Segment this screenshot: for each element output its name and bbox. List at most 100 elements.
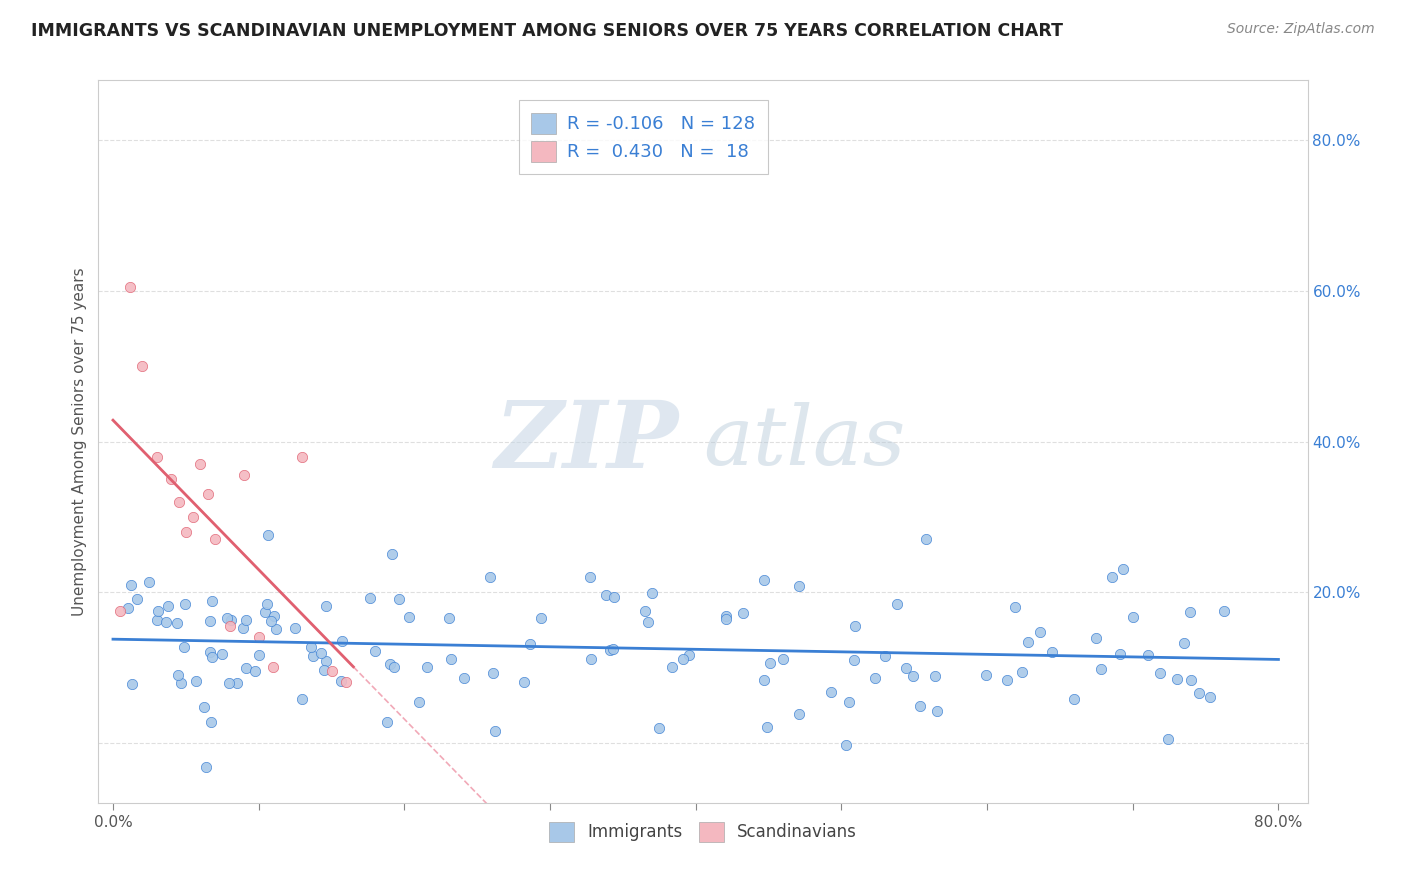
Point [166, 615, 188, 630]
Point [167, 494, 190, 508]
Point [167, 668, 190, 682]
Point [110, 604, 132, 618]
Point [408, 694, 430, 708]
Point [299, 640, 322, 654]
Point [787, 579, 810, 593]
Point [1173, 636, 1195, 650]
Point [716, 608, 738, 623]
Point [314, 663, 336, 677]
Point [225, 676, 247, 690]
Point [291, 450, 314, 464]
Point [1137, 648, 1160, 662]
Point [1111, 562, 1133, 576]
Point [315, 599, 337, 614]
Point [330, 673, 353, 688]
Point [174, 597, 197, 611]
Point [138, 574, 160, 589]
Legend: Immigrants, Scandinavians: Immigrants, Scandinavians [543, 815, 863, 848]
Point [218, 675, 240, 690]
Point [200, 615, 222, 629]
Point [378, 657, 401, 672]
Point [835, 739, 858, 753]
Point [218, 619, 240, 633]
Text: IMMIGRANTS VS SCANDINAVIAN UNEMPLOYMENT AMONG SENIORS OVER 75 YEARS CORRELATION : IMMIGRANTS VS SCANDINAVIAN UNEMPLOYMENT … [31, 22, 1063, 40]
Point [908, 699, 931, 714]
Point [232, 621, 254, 635]
Point [181, 509, 204, 524]
Point [901, 669, 924, 683]
Point [359, 591, 381, 605]
Point [201, 649, 224, 664]
Point [1042, 645, 1064, 659]
Point [145, 450, 167, 464]
Point [235, 660, 257, 674]
Point [381, 548, 404, 562]
Point [915, 533, 938, 547]
Point [247, 630, 270, 644]
Point [131, 359, 153, 374]
Point [146, 614, 169, 628]
Point [678, 648, 700, 663]
Point [1028, 624, 1050, 639]
Point [1149, 666, 1171, 681]
Point [484, 723, 506, 738]
Point [382, 659, 405, 673]
Point [1109, 647, 1132, 661]
Point [233, 468, 256, 483]
Point [478, 569, 501, 583]
Point [602, 642, 624, 657]
Point [170, 676, 193, 690]
Point [311, 646, 333, 660]
Point [453, 671, 475, 685]
Point [195, 759, 218, 773]
Point [284, 621, 307, 635]
Point [759, 657, 782, 671]
Point [844, 653, 866, 667]
Point [1063, 692, 1085, 706]
Point [257, 528, 280, 542]
Point [364, 644, 387, 658]
Text: Source: ZipAtlas.com: Source: ZipAtlas.com [1227, 22, 1375, 37]
Point [714, 612, 737, 626]
Point [315, 654, 337, 668]
Point [290, 691, 312, 706]
Point [1011, 665, 1033, 680]
Point [215, 611, 238, 625]
Point [204, 533, 226, 547]
Point [482, 666, 505, 681]
Point [787, 706, 810, 721]
Point [752, 573, 775, 587]
Point [117, 601, 139, 615]
Point [894, 661, 917, 675]
Point [755, 719, 778, 733]
Point [146, 604, 169, 618]
Point [637, 615, 659, 630]
Point [1166, 673, 1188, 687]
Point [321, 664, 343, 678]
Point [579, 570, 602, 584]
Point [1004, 600, 1026, 615]
Point [335, 675, 357, 690]
Point [1188, 686, 1211, 700]
Point [120, 280, 142, 294]
Point [243, 665, 266, 679]
Point [302, 648, 325, 663]
Point [1084, 631, 1107, 645]
Point [974, 667, 997, 681]
Point [259, 614, 281, 628]
Point [156, 599, 179, 614]
Point [127, 592, 149, 607]
Point [201, 594, 224, 608]
Point [155, 615, 177, 630]
Point [595, 588, 617, 602]
Point [247, 648, 270, 663]
Y-axis label: Unemployment Among Seniors over 75 years: Unemployment Among Seniors over 75 years [72, 268, 87, 615]
Point [886, 597, 908, 611]
Point [1017, 635, 1039, 649]
Point [641, 585, 664, 599]
Point [388, 591, 411, 606]
Point [198, 645, 221, 659]
Point [1198, 690, 1220, 704]
Point [264, 623, 287, 637]
Point [121, 677, 143, 691]
